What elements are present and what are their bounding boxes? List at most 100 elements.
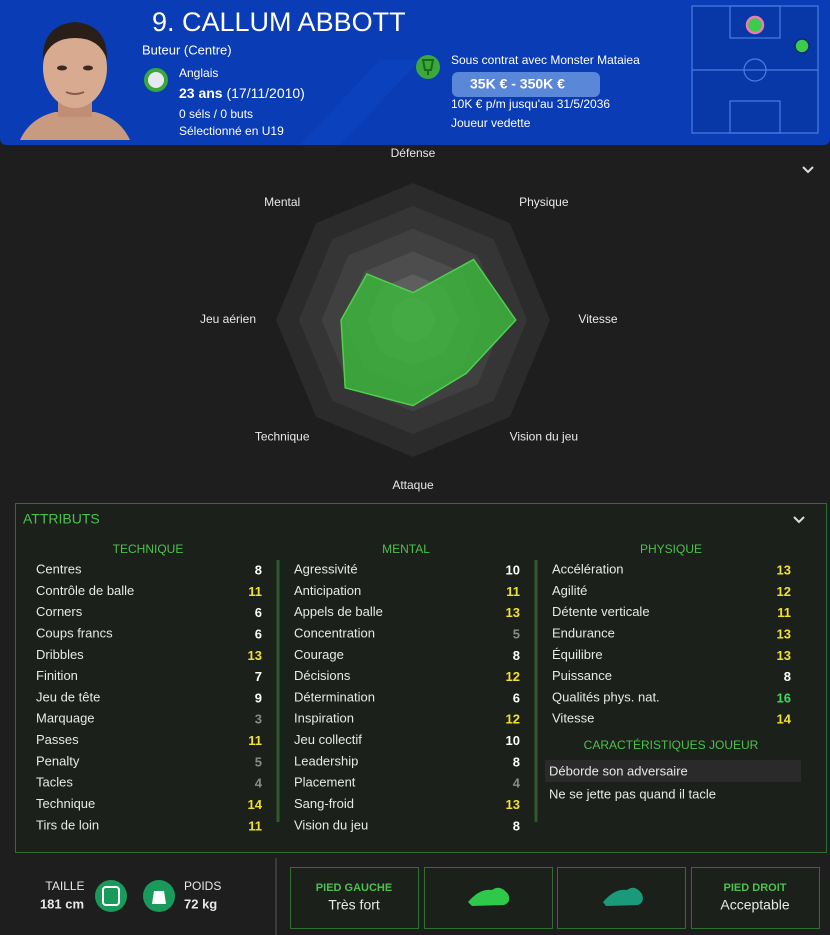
attribute-name: Décisions	[294, 668, 351, 683]
column-title: TECHNIQUE	[113, 542, 184, 556]
attribute-value: 16	[777, 690, 791, 705]
attribute-value: 8	[255, 562, 262, 577]
attributes-panel	[15, 503, 827, 853]
attribute-value: 8	[784, 669, 791, 684]
attribute-value: 13	[777, 648, 791, 663]
attribute-name: Placement	[294, 775, 356, 790]
attribute-value: 11	[248, 584, 262, 599]
birth-date: (17/11/2010)	[226, 85, 304, 101]
position-marker	[745, 15, 765, 35]
header-band	[0, 0, 830, 145]
attribute-value: 13	[506, 797, 520, 812]
wage: 10K € p/m jusqu'au 31/5/2036	[451, 97, 610, 111]
height-icon-glyph	[102, 886, 120, 906]
attribute-name: Technique	[36, 796, 95, 811]
attribute-value: 13	[248, 648, 262, 663]
height-icon	[95, 880, 127, 912]
boot-icon	[603, 887, 643, 906]
traits-title: CARACTÉRISTIQUES JOUEUR	[584, 737, 759, 752]
attribute-name: Vision du jeu	[294, 817, 368, 832]
radar-axis-label: Attaque	[392, 478, 434, 492]
right-foot: Acceptable	[720, 897, 789, 913]
attribute-value: 6	[255, 626, 262, 641]
collapse-chevron[interactable]	[793, 516, 805, 524]
flag-icon-inner	[148, 72, 164, 88]
radar-area	[340, 258, 517, 407]
attribute-value: 12	[777, 584, 791, 599]
foot-box	[691, 867, 820, 929]
attribute-value: 3	[255, 712, 262, 727]
selection: Sélectionné en U19	[179, 124, 284, 138]
attribute-name: Passes	[36, 732, 79, 747]
attribute-value: 10	[506, 562, 520, 577]
trait: Déborde son adversaire	[549, 763, 688, 778]
attribute-value: 6	[255, 605, 262, 620]
attribute-value: 8	[513, 818, 520, 833]
attribute-name: Courage	[294, 647, 344, 662]
attribute-value: 5	[513, 626, 520, 641]
attribute-value: 11	[506, 584, 520, 599]
attribute-name: Concentration	[294, 625, 375, 640]
weight-label: POIDS	[184, 879, 221, 893]
left-foot: Très fort	[328, 897, 380, 913]
attribute-value: 4	[255, 776, 263, 791]
status: Joueur vedette	[451, 116, 531, 130]
player-face	[20, 22, 130, 140]
attribute-value: 13	[777, 626, 791, 641]
attribute-value: 6	[513, 690, 520, 705]
nationality: Anglais	[179, 66, 218, 80]
attribute-name: Qualités phys. nat.	[552, 689, 660, 704]
attribute-value: 11	[777, 605, 791, 620]
attribute-name: Jeu collectif	[294, 732, 362, 747]
attribute-name: Équilibre	[552, 647, 603, 662]
radar-axis-label: Vitesse	[578, 312, 617, 326]
attribute-value: 10	[506, 733, 520, 748]
attribute-value: 8	[513, 754, 520, 769]
wage-range: 35K € - 350K €	[470, 76, 565, 92]
column-title: PHYSIQUE	[640, 542, 702, 556]
attribute-name: Détente verticale	[552, 604, 650, 619]
weight: 72 kg	[184, 896, 217, 911]
attribute-value: 11	[248, 733, 262, 748]
boot-icon	[468, 887, 510, 906]
attribute-name: Marquage	[36, 711, 95, 726]
header-decoration	[300, 60, 420, 145]
attribute-value: 4	[513, 776, 521, 791]
attribute-value: 12	[506, 669, 520, 684]
caps: 0 séls / 0 buts	[179, 107, 253, 121]
foot-box	[290, 867, 419, 929]
attribute-name: Tacles	[36, 775, 73, 790]
attribute-name: Détermination	[294, 689, 375, 704]
trait-row-bg	[545, 760, 801, 782]
attribute-name: Inspiration	[294, 711, 354, 726]
attribute-value: 14	[777, 712, 792, 727]
attribute-value: 13	[506, 605, 520, 620]
attribute-name: Finition	[36, 668, 78, 683]
height-label: TAILLE	[45, 879, 84, 893]
attribute-name: Appels de balle	[294, 604, 383, 619]
attribute-value: 5	[255, 754, 262, 769]
collapse-chevron[interactable]	[802, 166, 814, 174]
attribute-name: Endurance	[552, 625, 615, 640]
radar-axis-label: Jeu aérien	[200, 312, 256, 326]
attribute-value: 7	[255, 669, 262, 684]
attribute-name: Dribbles	[36, 647, 84, 662]
attribute-name: Coups francs	[36, 625, 113, 640]
attribute-name: Anticipation	[294, 583, 361, 598]
attribute-name: Leadership	[294, 753, 358, 768]
age: 23 ans	[179, 85, 223, 101]
attribute-value: 14	[248, 797, 263, 812]
attribute-name: Accélération	[552, 561, 624, 576]
attribute-name: Agressivité	[294, 561, 358, 576]
radar-axis-label: Défense	[391, 146, 436, 160]
radar-axis-label: Mental	[264, 195, 300, 209]
height: 181 cm	[40, 896, 84, 911]
trait: Ne se jette pas quand il tacle	[549, 786, 716, 801]
attribute-name: Penalty	[36, 753, 80, 768]
attribute-name: Sang-froid	[294, 796, 354, 811]
wage-badge	[452, 72, 600, 97]
attribute-value: 8	[513, 648, 520, 663]
attribute-name: Jeu de tête	[36, 689, 100, 704]
